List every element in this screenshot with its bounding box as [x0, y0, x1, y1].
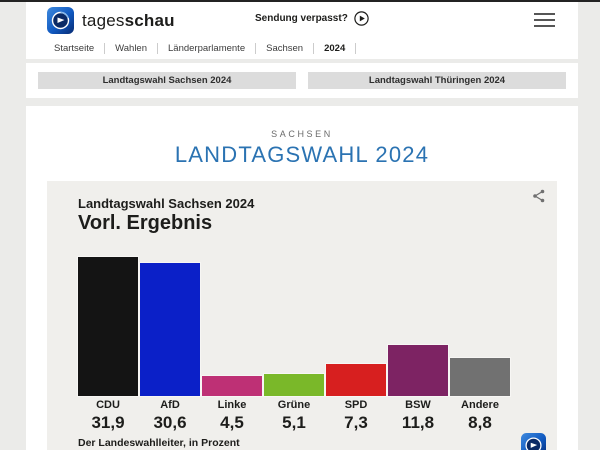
- top-accent-bar: [0, 0, 600, 2]
- party-value: 30,6: [153, 413, 187, 432]
- bar-afd: [139, 262, 201, 397]
- party-value: 7,3: [344, 413, 368, 432]
- bar-label-spd: SPD 7,3: [326, 399, 386, 432]
- breadcrumb-item[interactable]: 2024: [314, 43, 357, 54]
- share-icon[interactable]: [531, 188, 547, 204]
- party-name: AfD: [160, 399, 180, 411]
- bar-label-cdu: CDU 31,9: [78, 399, 138, 432]
- tab-sachsen[interactable]: Landtagswahl Sachsen 2024: [38, 72, 296, 89]
- main-content: SACHSEN LANDTAGSWAHL 2024 Landtagswahl S…: [26, 106, 578, 450]
- tagesschau-logo-icon: [47, 7, 74, 34]
- chart-subtitle: Vorl. Ergebnis: [78, 212, 213, 234]
- party-value: 5,1: [282, 413, 306, 432]
- bar-chart: [77, 256, 511, 397]
- breadcrumb-item[interactable]: Wahlen: [105, 43, 158, 54]
- party-value: 8,8: [468, 413, 492, 432]
- bar-grüne: [263, 373, 325, 397]
- bar-bsw: [387, 344, 449, 397]
- results-chart-card: Landtagswahl Sachsen 2024 Vorl. Ergebnis…: [47, 181, 557, 450]
- bar-label-bsw: BSW 11,8: [388, 399, 448, 432]
- bar-andere: [449, 357, 511, 397]
- chart-title: Landtagswahl Sachsen 2024: [78, 196, 255, 211]
- breadcrumb-item[interactable]: Länderparlamente: [158, 43, 257, 54]
- brand-wordmark: tagesschau: [82, 10, 175, 30]
- tab-thueringen[interactable]: Landtagswahl Thüringen 2024: [308, 72, 566, 89]
- nav-row: tagesschau Sendung verpasst?: [26, 2, 578, 38]
- bar-label-afd: AfD 30,6: [140, 399, 200, 432]
- watch-label: Sendung verpasst?: [255, 13, 348, 24]
- breadcrumb: Startseite Wahlen Länderparlamente Sachsen 2…: [26, 38, 578, 59]
- party-value: 4,5: [220, 413, 244, 432]
- party-value: 11,8: [401, 413, 435, 432]
- tagesschau-watermark-icon: [521, 433, 546, 450]
- bar-label-linke: Linke 4,5: [202, 399, 262, 432]
- party-name: BSW: [405, 399, 431, 411]
- watch-missed-show-link[interactable]: Sendung verpasst?: [255, 11, 369, 26]
- election-tabs: Landtagswahl Sachsen 2024 Landtagswahl Th…: [26, 63, 578, 98]
- bar-cdu: [77, 256, 139, 397]
- brand-home-link[interactable]: tagesschau: [47, 7, 175, 34]
- play-circle-icon: [354, 11, 369, 26]
- bar-label-andere: Andere 8,8: [450, 399, 510, 432]
- chart-source: Der Landeswahlleiter, in Prozent: [78, 437, 240, 449]
- party-name: Grüne: [277, 399, 311, 411]
- breadcrumb-item[interactable]: Startseite: [54, 43, 106, 54]
- party-name: SPD: [344, 399, 368, 411]
- region-kicker: SACHSEN: [271, 129, 333, 139]
- bar-spd: [325, 363, 387, 397]
- breadcrumb-item[interactable]: Sachsen: [256, 43, 315, 54]
- bar-label-grüne: Grüne 5,1: [264, 399, 324, 432]
- page-title: LANDTAGSWAHL 2024: [174, 142, 430, 167]
- hamburger-menu-icon[interactable]: [534, 13, 555, 27]
- party-name: Linke: [217, 399, 247, 411]
- site-header: tagesschau Sendung verpasst? Startseite W…: [26, 2, 578, 59]
- bar-linke: [201, 375, 263, 397]
- party-value: 31,9: [91, 413, 125, 432]
- bar-labels: CDU 31,9 AfD 30,6 Linke 4,5 Grüne 5,1 SPD 7,3 BSW 1…: [78, 399, 510, 432]
- party-name: CDU: [96, 399, 120, 411]
- party-name: Andere: [461, 399, 499, 411]
